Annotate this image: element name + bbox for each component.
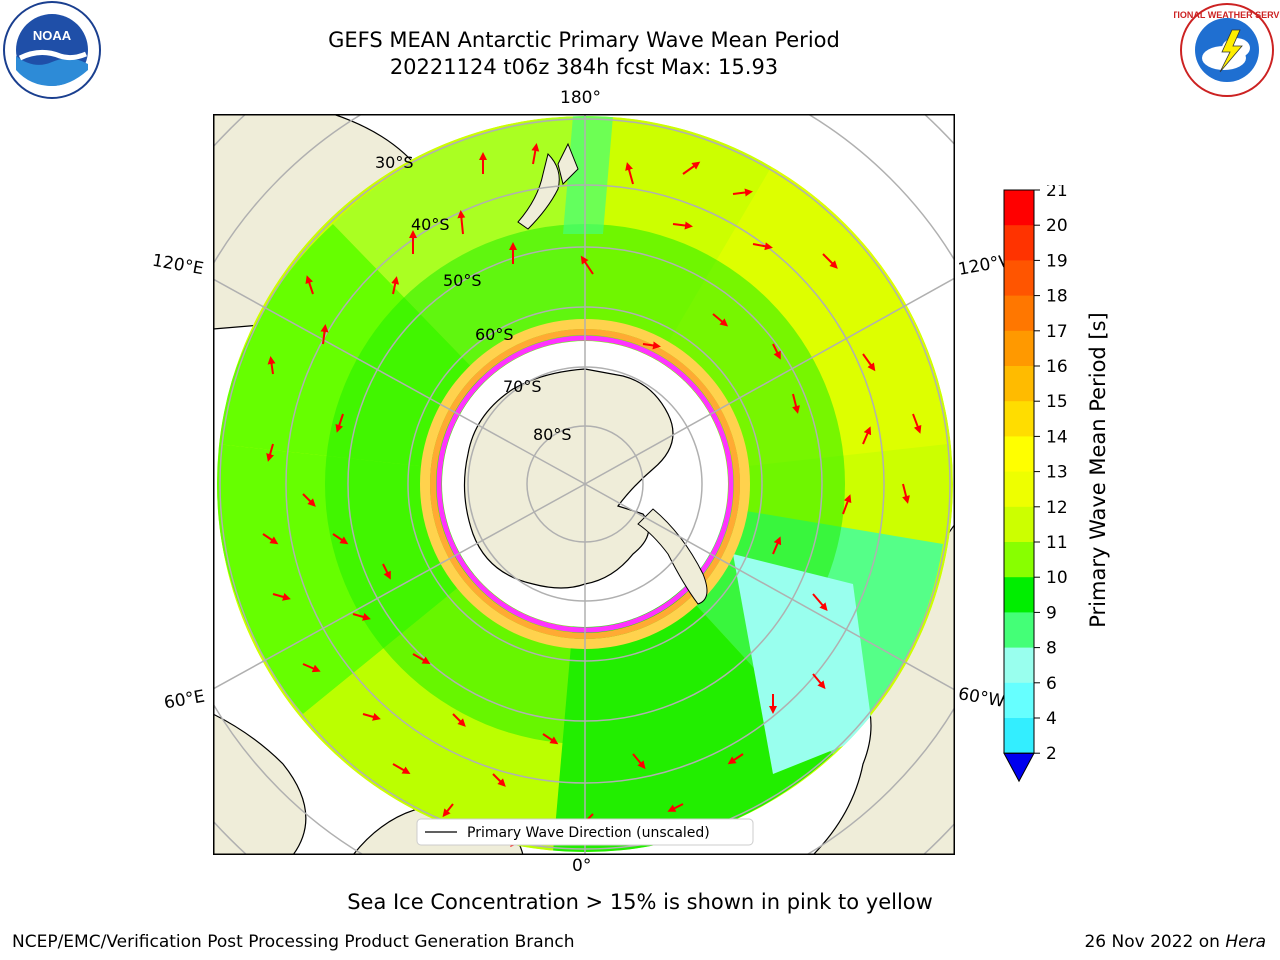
africa-land	[213, 713, 307, 855]
colorbar-segment	[1004, 682, 1034, 719]
footer-host: Hera	[1225, 932, 1266, 952]
new-zealand-north	[557, 142, 579, 185]
svg-text:NATIONAL WEATHER SERVICE: NATIONAL WEATHER SERVICE	[1174, 10, 1280, 20]
colorbar-segment	[1004, 436, 1034, 473]
colorbar-tick-label: 8	[1046, 639, 1057, 659]
colorbar-segment	[1004, 506, 1034, 543]
nws-logo-icon: NATIONAL WEATHER SERVICE	[1174, 3, 1280, 97]
footer-date: 26 Nov 2022 on Hera	[1084, 932, 1266, 952]
map-title: GEFS MEAN Antarctic Primary Wave Mean Pe…	[328, 28, 840, 52]
noaa-logo-icon: NOAA	[3, 1, 101, 99]
lat-label-50s: 50°S	[443, 271, 482, 290]
colorbar-segment	[1004, 366, 1034, 402]
noaa-logo-text: NOAA	[33, 28, 72, 43]
colorbar-tick-label: 11	[1046, 533, 1068, 553]
colorbar-tick-label: 2	[1046, 744, 1057, 764]
colorbar-tick-label: 12	[1046, 498, 1068, 518]
polar-map: Primary Wave Direction (unscaled) 30°S 4…	[213, 114, 955, 855]
antarctica-land	[463, 368, 674, 589]
colorbar-segment	[1004, 260, 1034, 297]
colorbar-segment	[1004, 471, 1034, 508]
colorbar-segment	[1004, 190, 1034, 226]
colorbar-segment	[1004, 542, 1034, 578]
lon-label-0: 0°	[572, 856, 592, 876]
lon-label-60w: 60°W	[956, 684, 1007, 712]
colorbar-segment	[1004, 330, 1034, 367]
colorbar-segment	[1004, 295, 1034, 332]
colorbar-tick-label: 17	[1046, 322, 1068, 342]
colorbar-segment	[1004, 647, 1034, 684]
colorbar-segment	[1004, 612, 1034, 649]
colorbar-segment	[1004, 225, 1034, 261]
colorbar-tick-label: 6	[1046, 674, 1057, 694]
antarctic-peninsula	[637, 508, 708, 605]
colorbar-tick-label: 10	[1046, 568, 1068, 588]
lat-label-70s: 70°S	[503, 377, 542, 396]
lat-label-40s: 40°S	[411, 215, 450, 234]
colorbar-segment	[1004, 577, 1034, 613]
colorbar-segment	[1004, 401, 1034, 437]
lat-label-60s: 60°S	[475, 325, 514, 344]
colorbar-tick-label: 13	[1046, 463, 1068, 483]
lon-label-120e: 120°E	[150, 250, 206, 280]
footer-credit: NCEP/EMC/Verification Post Processing Pr…	[12, 932, 575, 952]
new-zealand-land	[517, 153, 560, 230]
colorbar-tick-label: 20	[1046, 216, 1068, 236]
colorbar-tick-label: 18	[1046, 287, 1068, 307]
colorbar: 21 20 19 18 17 16 15 14 13 12 11 10 9 8 6 4 2	[1003, 185, 1068, 783]
colorbar-label: Primary Wave Mean Period [s]	[1086, 312, 1110, 628]
colorbar-segment	[1004, 718, 1034, 754]
wave-direction-arrows	[262, 143, 922, 847]
legend-text: Primary Wave Direction (unscaled)	[467, 825, 710, 841]
colorbar-tick-label: 4	[1046, 709, 1057, 729]
colorbar-tick-label: 9	[1046, 603, 1057, 623]
colorbar-tick-label: 14	[1046, 427, 1068, 447]
colorbar-tick-label: 16	[1046, 357, 1068, 377]
colorbar-tick-label: 19	[1046, 251, 1068, 271]
colorbar-extend-triangle	[1003, 752, 1035, 783]
lat-label-30s: 30°S	[375, 153, 414, 172]
sea-ice-note: Sea Ice Concentration > 15% is shown in …	[347, 890, 933, 914]
lat-label-80s: 80°S	[533, 425, 572, 444]
colorbar-tick-label: 21	[1046, 185, 1068, 201]
colorbar-tick-label: 15	[1046, 392, 1068, 412]
lon-label-60e: 60°E	[162, 686, 207, 714]
footer-date-text: 26 Nov 2022 on	[1084, 932, 1226, 952]
map-subtitle-date: 20221124 t06z 384h fcst Max: 15.93	[389, 55, 779, 79]
lon-label-180: 180°	[560, 88, 601, 108]
